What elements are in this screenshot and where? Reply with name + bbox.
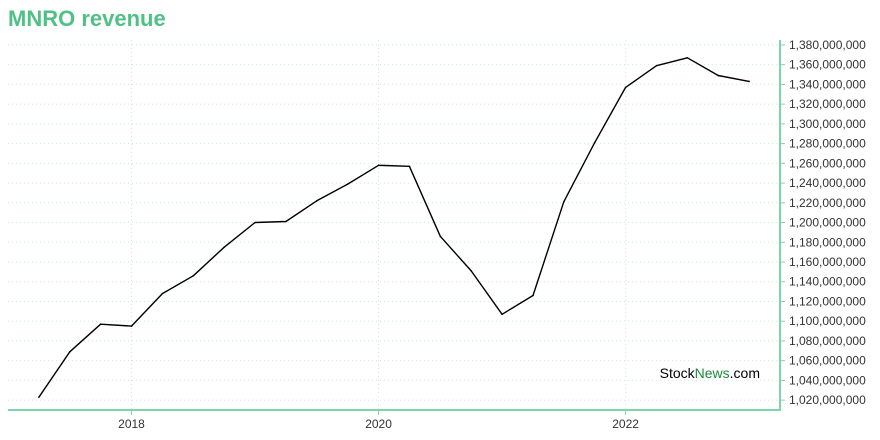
revenue-data-point bbox=[748, 80, 750, 83]
y-tick-label: 1,180,000,000 bbox=[789, 235, 866, 249]
y-tick-label: 1,240,000,000 bbox=[789, 176, 866, 190]
y-tick-label: 1,380,000,000 bbox=[789, 38, 866, 52]
revenue-data-point bbox=[470, 270, 473, 272]
revenue-data-point bbox=[285, 220, 287, 223]
revenue-data-point bbox=[655, 64, 658, 67]
revenue-data-point bbox=[38, 396, 40, 398]
revenue-data-point bbox=[130, 325, 133, 327]
y-tick-label: 1,020,000,000 bbox=[789, 393, 866, 407]
y-tick-label: 1,280,000,000 bbox=[789, 137, 866, 151]
revenue-data-point bbox=[316, 200, 318, 202]
revenue-data-point bbox=[439, 235, 442, 238]
y-tick-label: 1,040,000,000 bbox=[789, 373, 866, 387]
y-tick-label: 1,300,000,000 bbox=[789, 117, 866, 131]
revenue-data-point bbox=[223, 246, 225, 248]
revenue-series-line bbox=[38, 57, 750, 398]
revenue-data-point bbox=[192, 275, 195, 277]
watermark-part-stock: Stock bbox=[659, 365, 695, 381]
revenue-data-point bbox=[532, 294, 534, 297]
revenue-data-point bbox=[408, 165, 411, 168]
revenue-data-point bbox=[254, 221, 256, 224]
axes bbox=[8, 40, 785, 415]
revenue-data-point bbox=[377, 164, 380, 167]
y-tick-label: 1,120,000,000 bbox=[789, 294, 866, 308]
revenue-data-point bbox=[501, 313, 503, 316]
revenue-data-point bbox=[686, 56, 689, 59]
watermark-part-news: News bbox=[694, 365, 730, 381]
y-tick-label: 1,080,000,000 bbox=[789, 334, 866, 348]
chart-title: MNRO revenue bbox=[8, 6, 166, 31]
y-tick-label: 1,060,000,000 bbox=[789, 354, 866, 368]
x-tick-labels: 2018 2020 2022 bbox=[118, 417, 639, 431]
revenue-data-point bbox=[99, 323, 102, 325]
revenue-data-point bbox=[68, 350, 71, 353]
y-tick-label: 1,260,000,000 bbox=[789, 156, 866, 170]
watermark-part-com: .com bbox=[729, 365, 760, 381]
y-tick-labels: 1,020,000,000 1,040,000,000 1,060,000,000 1… bbox=[789, 38, 866, 407]
y-tick-label: 1,340,000,000 bbox=[789, 77, 866, 91]
y-tick-label: 1,140,000,000 bbox=[789, 275, 866, 289]
x-tick-label: 2018 bbox=[118, 417, 145, 431]
x-tick-label: 2022 bbox=[612, 417, 639, 431]
y-tick-label: 1,320,000,000 bbox=[789, 97, 866, 111]
revenue-data-point bbox=[346, 183, 349, 185]
revenue-data-point bbox=[624, 86, 627, 89]
y-tick-label: 1,220,000,000 bbox=[789, 196, 866, 210]
y-tick-label: 1,200,000,000 bbox=[789, 216, 866, 230]
grid-lines bbox=[8, 40, 780, 410]
revenue-data-point bbox=[717, 74, 720, 77]
y-tick-label: 1,360,000,000 bbox=[789, 58, 866, 72]
stocknews-watermark: StockNews.com bbox=[660, 365, 760, 381]
series-lines bbox=[38, 56, 750, 398]
x-tick-label: 2020 bbox=[365, 417, 392, 431]
y-tick-label: 1,160,000,000 bbox=[789, 255, 866, 269]
revenue-data-point bbox=[563, 201, 565, 203]
y-tick-label: 1,100,000,000 bbox=[789, 314, 866, 328]
revenue-data-point bbox=[593, 141, 596, 144]
revenue-data-point bbox=[161, 292, 164, 295]
